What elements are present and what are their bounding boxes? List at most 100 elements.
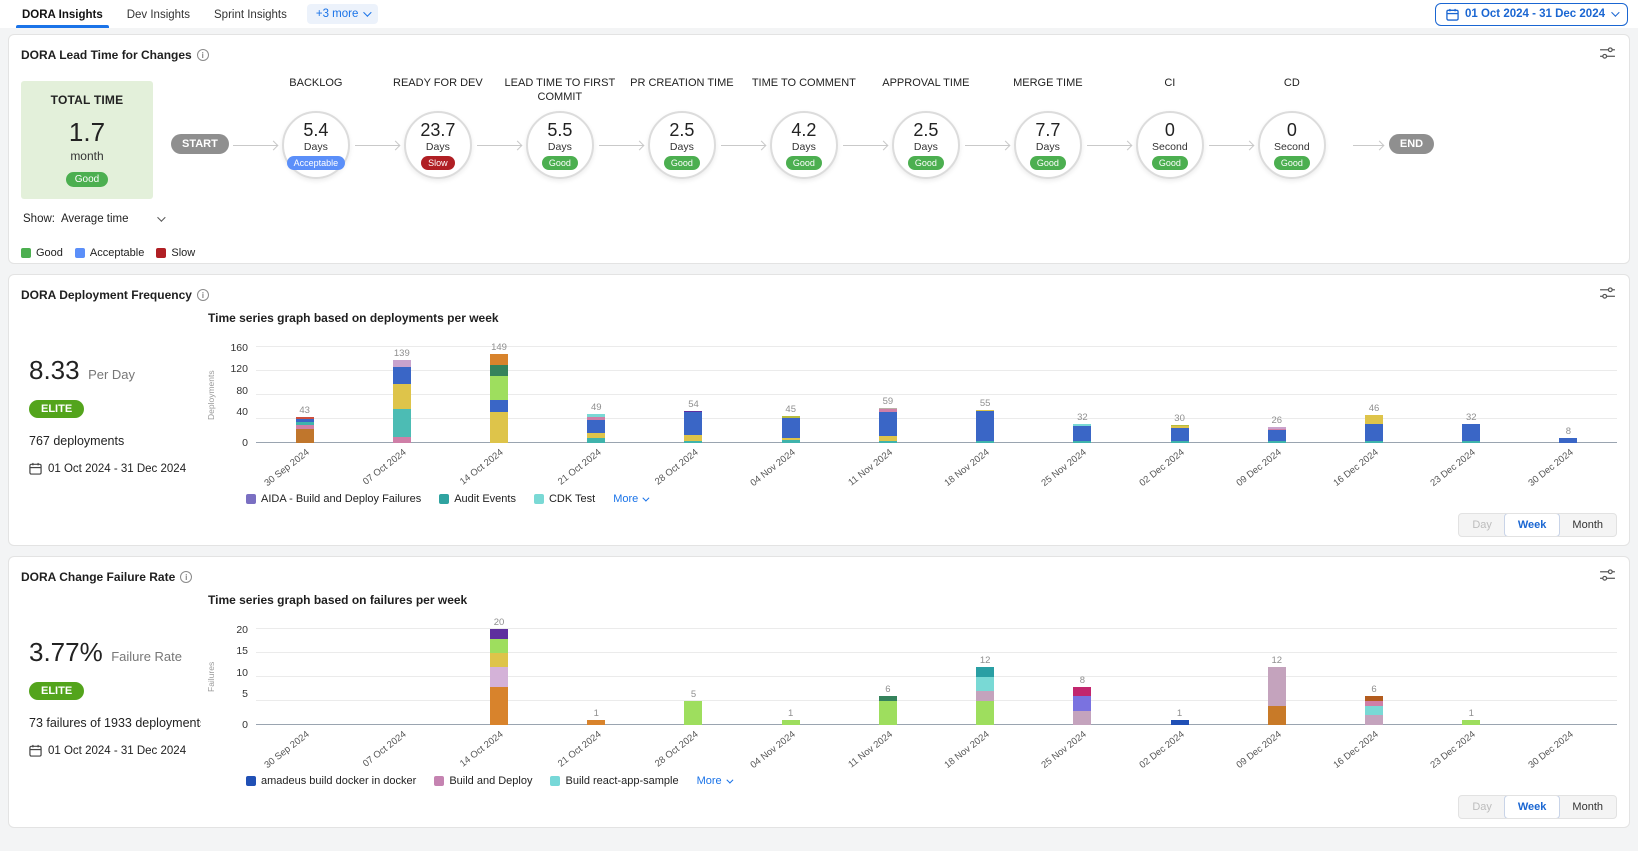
x-label-cell: 07 Oct 2024 — [353, 725, 450, 773]
y-axis-ticks: 20 15 10 5 0 — [218, 625, 248, 730]
stage-circle: 2.5 Days Good — [647, 111, 716, 179]
tab-sprint-insights[interactable]: Sprint Insights — [214, 9, 287, 21]
legend-color-swatch — [439, 494, 450, 504]
y-tick-label: 0 — [242, 718, 248, 731]
toggle-month[interactable]: Month — [1559, 514, 1616, 536]
stage-unit: Days — [913, 141, 938, 153]
failure-chart-subtitle: Time series graph based on failures per … — [208, 593, 468, 607]
x-tick-label: 18 Nov 2024 — [942, 729, 992, 771]
bar-segment — [976, 701, 995, 725]
x-tick-label: 30 Sep 2024 — [262, 447, 312, 489]
sliders-icon — [1600, 569, 1615, 581]
x-tick-label: 21 Oct 2024 — [555, 447, 604, 488]
stage-name: APPROVAL TIME — [882, 77, 970, 89]
bar-segment — [1365, 701, 1384, 706]
stage-circle: 23.7 Days Slow — [403, 111, 472, 179]
x-tick-label: 16 Dec 2024 — [1331, 729, 1381, 771]
x-tick-label: 28 Oct 2024 — [652, 729, 701, 770]
date-range-picker[interactable]: 01 Oct 2024 - 31 Dec 2024 — [1434, 2, 1628, 26]
bar-total-label: 12 — [979, 655, 991, 667]
toggle-month[interactable]: Month — [1559, 796, 1616, 818]
bar-group: 59 — [878, 396, 897, 443]
stage-unit: Days — [1035, 141, 1060, 153]
legend-color-swatch — [434, 776, 445, 786]
panel-title: DORA Lead Time for Changes i — [21, 48, 209, 62]
series-legend-item[interactable]: amadeus build docker in docker — [246, 775, 416, 787]
bar-group: 1 — [587, 708, 606, 725]
flow-stage-approval-time: APPROVAL TIME 2.5 Days Good — [842, 77, 987, 179]
bar-segment — [976, 667, 995, 678]
bar-column — [353, 629, 450, 725]
info-icon[interactable]: i — [196, 49, 209, 61]
toggle-day[interactable]: Day — [1459, 796, 1505, 818]
show-metric-dropdown[interactable]: Show: Average time — [23, 213, 166, 225]
chart-settings-button[interactable] — [1598, 45, 1617, 65]
lead-time-flow: START BACKLOG 5.4 Days Acceptable READY FOR D… — [171, 73, 1617, 259]
toggle-week[interactable]: Week — [1503, 514, 1561, 536]
stacked-bar — [684, 410, 703, 443]
series-legend-item[interactable]: Build and Deploy — [434, 775, 532, 787]
date-range-label: 01 Oct 2024 - 31 Dec 2024 — [1464, 8, 1605, 20]
bar-segment — [1170, 428, 1189, 441]
x-label-cell: 18 Nov 2024 — [937, 443, 1034, 491]
flow-stage-backlog: BACKLOG 5.4 Days Acceptable — [232, 77, 377, 179]
bar-segment — [1170, 440, 1189, 443]
toggle-week[interactable]: Week — [1503, 796, 1561, 818]
stage-circle: 2.5 Days Good — [891, 111, 960, 179]
total-time-value: 1.7 — [68, 117, 106, 147]
bar-total-label: 1 — [593, 708, 599, 720]
gridline — [256, 676, 1617, 677]
deployments-chart-legend: AIDA - Build and Deploy Failures Audit Ev… — [246, 493, 1617, 505]
series-legend-item[interactable]: Build react-app-sample — [550, 775, 679, 787]
bar-column: 26 — [1228, 347, 1325, 443]
bar-column: 12 — [937, 629, 1034, 725]
stage-name: BACKLOG — [289, 77, 343, 89]
bar-segment — [976, 691, 995, 701]
series-legend-item[interactable]: AIDA - Build and Deploy Failures — [246, 493, 421, 505]
failure-count: 73 failures of 1933 deployments — [29, 716, 201, 730]
more-tabs-label: +3 more — [315, 8, 359, 20]
y-tick-label: 5 — [242, 688, 248, 701]
stacked-bar — [490, 629, 509, 725]
x-label-cell: 23 Dec 2024 — [1423, 725, 1520, 773]
x-tick-label: 04 Nov 2024 — [748, 447, 798, 489]
bar-segment — [490, 638, 509, 654]
x-tick-label: 07 Oct 2024 — [361, 729, 409, 770]
info-icon[interactable]: i — [180, 571, 193, 583]
bar-segment — [684, 435, 703, 441]
info-icon[interactable]: i — [196, 289, 209, 301]
legend-label: Acceptable — [89, 247, 145, 259]
y-tick-label: 120 — [230, 363, 248, 376]
bar-segment — [878, 440, 897, 443]
more-tabs-button[interactable]: +3 more — [306, 4, 379, 24]
series-legend-item[interactable]: Audit Events — [439, 493, 516, 505]
stage-unit: Days — [791, 141, 816, 153]
x-label-cell: 09 Dec 2024 — [1228, 725, 1325, 773]
bar-segment — [1073, 710, 1092, 725]
bar-segment — [1170, 426, 1189, 429]
lead-time-panel: DORA Lead Time for Changes i TOTAL TIME … — [8, 34, 1630, 264]
chart-settings-button[interactable] — [1598, 285, 1617, 305]
flow-stage-time-to-comment: TIME TO COMMENT 4.2 Days Good — [720, 77, 865, 179]
tab-dora-insights[interactable]: DORA Insights — [10, 3, 115, 28]
series-legend-item[interactable]: CDK Test — [533, 493, 595, 505]
bar-segment — [1073, 423, 1092, 426]
legend-more-link[interactable]: More — [613, 493, 650, 505]
performance-badge: ELITE — [29, 400, 85, 418]
legend-more-link[interactable]: More — [697, 775, 734, 787]
legend-color-swatch — [246, 776, 256, 786]
legend-item-acceptable: Acceptable — [74, 247, 145, 259]
deployment-chart-subtitle: Time series graph based on deployments p… — [208, 311, 499, 325]
bar-group: 12 — [1267, 655, 1286, 725]
bar-column: 30 — [1131, 347, 1228, 443]
bar-segment — [1267, 440, 1286, 443]
x-tick-label: 04 Nov 2024 — [748, 729, 798, 771]
tab-dev-insights[interactable]: Dev Insights — [126, 9, 190, 21]
x-label-cell: 02 Dec 2024 — [1131, 725, 1228, 773]
bar-total-label: 1 — [1176, 708, 1183, 720]
y-tick-label: 0 — [242, 436, 248, 449]
toggle-day[interactable]: Day — [1459, 514, 1505, 536]
bar-segment — [1365, 424, 1384, 441]
chart-settings-button[interactable] — [1598, 567, 1617, 587]
